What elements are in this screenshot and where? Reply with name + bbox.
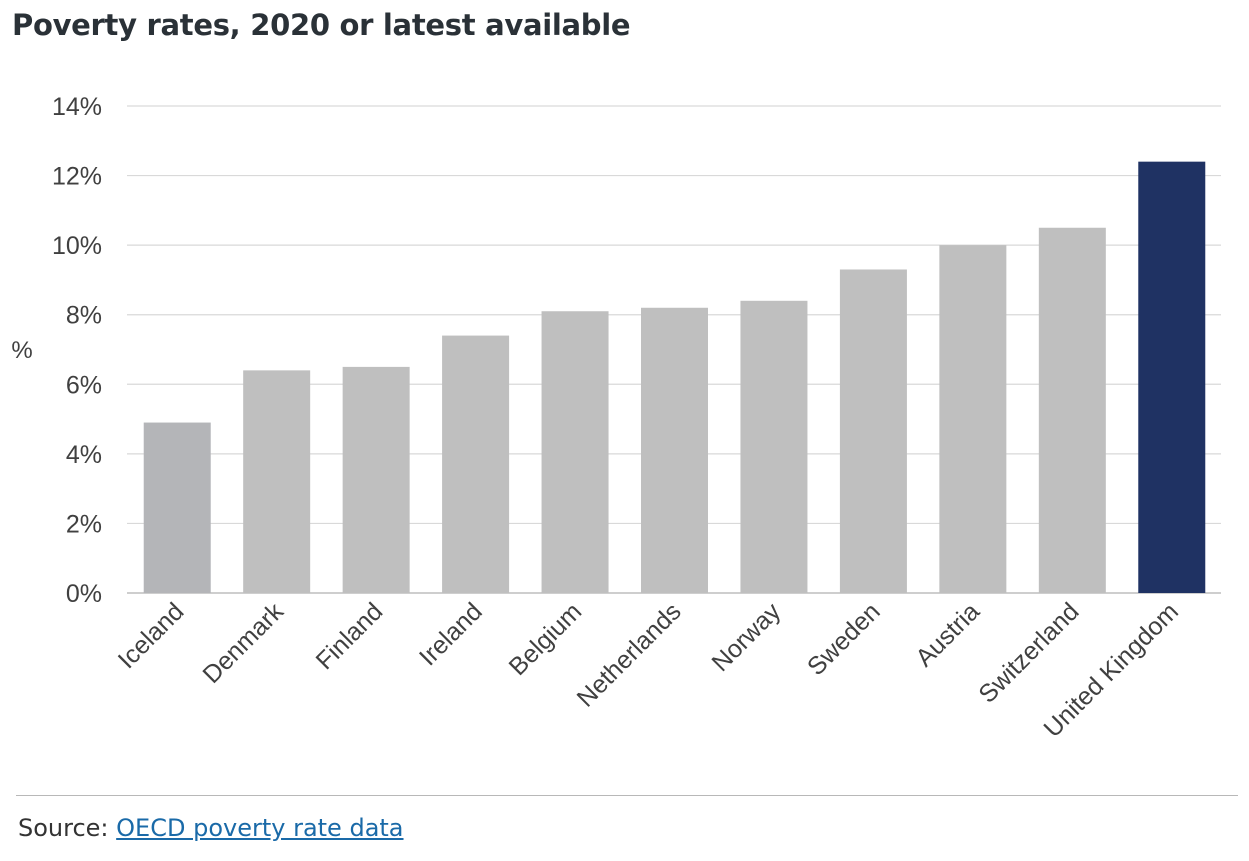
x-tick-label: Sweden [802, 597, 886, 681]
footer-divider [16, 795, 1238, 796]
y-tick-label: 10% [52, 232, 102, 260]
y-tick-label: 14% [52, 93, 102, 121]
bar-iceland [143, 422, 211, 593]
y-tick-label: 6% [66, 371, 102, 399]
x-tick-label: Belgium [504, 597, 588, 681]
chart-title: Poverty rates, 2020 or latest available [12, 8, 631, 42]
y-tick-label: 2% [66, 510, 102, 538]
y-tick-label: 4% [66, 441, 102, 469]
bar-austria [939, 245, 1007, 593]
x-tick-label: Finland [311, 597, 389, 675]
bar-united-kingdom [1138, 161, 1206, 593]
x-tick-labels: Iceland Denmark Finland Ireland BelgiumNethe… [113, 597, 1184, 743]
source-note: Source: OECD poverty rate data [18, 814, 404, 842]
x-tick-label: Switzerland [973, 597, 1084, 708]
y-tick-labels: 0% 2% 4% 6% 8% 10% 12% 14% [52, 93, 102, 608]
bar-finland [342, 366, 410, 593]
bar-norway [740, 300, 808, 593]
x-tick-label: Netherlands [572, 597, 687, 712]
y-tick-label: 0% [66, 580, 102, 608]
source-prefix: Source: [18, 814, 117, 842]
bars [143, 161, 1206, 593]
x-tick-label: Austria [910, 597, 985, 672]
bar-switzerland [1038, 227, 1106, 593]
y-tick-label: 12% [52, 163, 102, 191]
x-tick-label: Denmark [197, 597, 289, 689]
bar-chart: 0% 2% 4% 6% 8% 10% 12% 14% % Iceland Denmark Finl… [11, 93, 1221, 743]
bar-belgium [541, 311, 609, 593]
bar-denmark [243, 370, 311, 593]
bar-sweden [839, 269, 907, 593]
bar-ireland [442, 335, 510, 593]
x-tick-label: Norway [706, 597, 786, 677]
y-axis-label: % [11, 337, 32, 364]
x-tick-label: Iceland [113, 597, 190, 674]
bar-netherlands [641, 307, 708, 593]
y-tick-label: 8% [66, 302, 102, 330]
source-link[interactable]: OECD poverty rate data [116, 814, 404, 842]
x-tick-label: Ireland [414, 597, 488, 671]
